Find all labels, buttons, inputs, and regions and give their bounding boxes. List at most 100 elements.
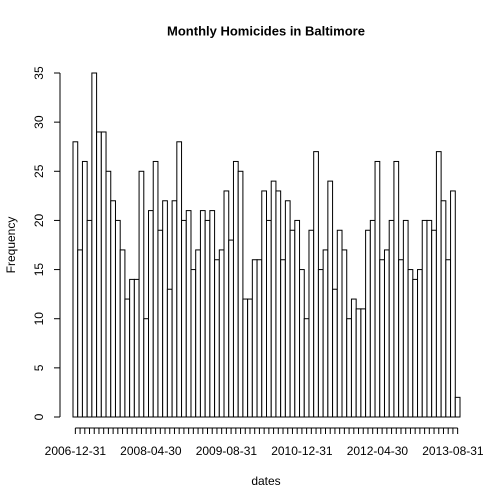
bar [166, 288, 173, 418]
bar [294, 219, 301, 418]
bar [251, 259, 258, 418]
x-axis-label: dates [251, 474, 280, 488]
bar [303, 318, 310, 418]
y-tick-label: 5 [32, 364, 46, 371]
bar [129, 278, 135, 418]
bar [195, 249, 201, 418]
y-axis-label: Frequency [4, 217, 18, 274]
bar [204, 219, 211, 418]
bar [407, 269, 414, 418]
bar [256, 259, 263, 418]
y-tick-label: 30 [32, 115, 46, 129]
bar [299, 269, 305, 418]
bar [369, 219, 376, 418]
bar [374, 160, 381, 418]
bar [383, 249, 390, 418]
bar [96, 131, 102, 418]
bar [176, 141, 183, 418]
bar [379, 259, 385, 418]
bar [317, 269, 324, 418]
bar [313, 151, 319, 418]
bar [280, 259, 286, 418]
bar [355, 308, 362, 418]
bar [440, 200, 447, 418]
bar [110, 200, 116, 418]
bar [171, 200, 178, 418]
bar [336, 229, 343, 418]
bar [114, 219, 121, 418]
bar [247, 298, 253, 418]
bar [228, 239, 234, 418]
x-tick-label: 2013-08-31 [422, 444, 484, 458]
bar [152, 160, 159, 418]
bar [223, 190, 230, 418]
bar [454, 396, 461, 418]
bar [421, 219, 428, 418]
bar [91, 72, 98, 418]
bar [124, 298, 131, 418]
bar [214, 259, 220, 418]
bar [388, 219, 395, 418]
bar [157, 229, 164, 418]
bar [426, 219, 433, 418]
x-tick-label: 2006-12-31 [45, 444, 107, 458]
bar [284, 200, 291, 418]
bar [119, 249, 126, 418]
bar [199, 210, 206, 418]
bar [105, 170, 112, 418]
bar [275, 190, 282, 418]
bar [332, 288, 338, 418]
bar [417, 269, 423, 418]
bar [450, 190, 456, 418]
bar [209, 210, 216, 418]
bar [261, 190, 267, 418]
bar [365, 229, 371, 418]
bar [190, 269, 197, 418]
bar [232, 160, 239, 418]
x-tick-label: 2008-04-30 [120, 444, 182, 458]
x-tick-label: 2009-08-31 [196, 444, 258, 458]
bar [143, 318, 150, 418]
chart-title: Monthly Homicides in Baltimore [167, 23, 365, 38]
bar [402, 219, 409, 418]
bar [270, 180, 277, 418]
bar [237, 170, 244, 418]
bar [289, 229, 296, 418]
bar [242, 298, 249, 418]
bar [327, 180, 334, 418]
bar [431, 229, 437, 418]
bar [435, 151, 442, 418]
bar [72, 141, 79, 418]
bar [86, 219, 93, 418]
bar [162, 200, 168, 418]
bar [412, 278, 419, 418]
bar [185, 210, 192, 418]
bar [393, 160, 400, 418]
bar [81, 160, 88, 418]
bar [350, 298, 357, 418]
y-tick-label: 10 [32, 312, 46, 326]
bar [346, 318, 352, 418]
x-tick-label: 2010-12-31 [271, 444, 333, 458]
y-tick-label: 20 [32, 213, 46, 227]
bar [77, 249, 83, 418]
bar [181, 219, 187, 418]
bar [266, 219, 272, 418]
bar [133, 278, 140, 418]
bar [218, 249, 225, 418]
bar [398, 259, 404, 418]
bar [100, 131, 107, 418]
bar [322, 249, 329, 418]
bar [138, 170, 145, 418]
y-tick-label: 0 [32, 413, 46, 420]
y-tick-label: 25 [32, 164, 46, 178]
bar [341, 249, 348, 418]
bar [360, 308, 367, 418]
y-tick-label: 15 [32, 263, 46, 277]
y-tick-label: 35 [32, 66, 46, 80]
bar [148, 210, 154, 418]
x-tick-label: 2012-04-30 [347, 444, 409, 458]
bar [445, 259, 452, 418]
bar [308, 229, 315, 418]
